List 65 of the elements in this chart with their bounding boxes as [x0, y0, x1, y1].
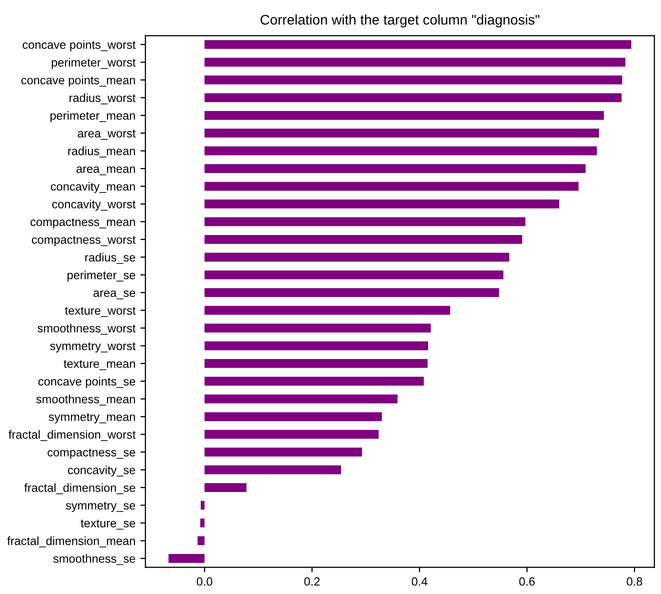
bar [204, 306, 450, 315]
x-tick-label: 0.8 [626, 577, 642, 586]
y-tick-label: concave points_worst [22, 40, 136, 52]
bar [204, 200, 560, 208]
bar [204, 40, 632, 49]
y-tick-label: concavity_worst [52, 200, 136, 211]
bar [204, 430, 379, 439]
y-tick-label: fractal_dimension_se [24, 483, 136, 494]
bar [204, 93, 622, 102]
bar [204, 146, 597, 156]
bar [204, 376, 424, 386]
bar [204, 465, 342, 474]
y-tick-label: perimeter_mean [50, 111, 135, 122]
y-tick-label: smoothness_worst [38, 324, 136, 335]
chart-title: Correlation with the target column "diagnosis" [260, 14, 540, 28]
x-tick-label: 0.2 [304, 577, 320, 586]
x-tick-label: 0.0 [196, 577, 212, 586]
y-tick-label: compactness_worst [32, 236, 136, 246]
y-tick-label: radius_mean [68, 146, 135, 158]
y-tick-label: symmetry_worst [50, 342, 136, 352]
y-tick-label: symmetry_mean [48, 413, 135, 424]
bar [204, 110, 604, 120]
bar [204, 324, 431, 332]
y-tick-label: texture_se [80, 520, 136, 530]
y-tick-label: concave points_se [38, 376, 136, 388]
y-tick-label: symmetry_se [66, 502, 136, 512]
bar [198, 536, 205, 546]
y-tick-label: compactness_se [48, 448, 136, 459]
y-tick-label: fractal_dimension_worst [8, 430, 136, 441]
y-tick-label: area_mean [76, 166, 135, 176]
bar [204, 182, 579, 191]
y-tick-label: smoothness_mean [36, 394, 135, 406]
bar [204, 341, 428, 350]
x-tick-label: 0.6 [519, 577, 535, 586]
bar [204, 235, 522, 244]
bar [204, 359, 428, 368]
bar [204, 252, 510, 262]
y-tick-label: fractal_dimension_mean [7, 536, 135, 548]
bar [204, 270, 504, 280]
y-tick-label: concavity_se [68, 466, 136, 477]
y-tick-label: radius_worst [70, 93, 136, 104]
bar [200, 518, 205, 528]
x-tick-label: 0.4 [412, 577, 428, 586]
bar [168, 554, 205, 563]
y-tick-label: concavity_mean [50, 182, 135, 193]
y-tick-label: perimeter_worst [52, 58, 136, 69]
bar [204, 76, 622, 84]
bar [204, 394, 398, 404]
bar [204, 164, 586, 173]
y-tick-label: perimeter_se [68, 270, 136, 282]
y-tick-label: radius_se [85, 252, 136, 264]
y-tick-label: concave points_mean [21, 76, 135, 87]
bar [204, 448, 362, 457]
y-tick-label: area_se [94, 290, 136, 300]
y-tick-label: area_worst [78, 130, 136, 140]
bar [204, 128, 600, 138]
y-tick-label: compactness_mean [30, 218, 135, 228]
bar [204, 412, 382, 422]
y-tick-label: texture_worst [65, 306, 136, 317]
y-tick-label: smoothness_se [53, 554, 136, 566]
bar [204, 288, 500, 298]
y-tick-label: texture_mean [64, 360, 135, 370]
bar [204, 217, 526, 226]
bar [204, 58, 626, 67]
bar [204, 483, 246, 492]
